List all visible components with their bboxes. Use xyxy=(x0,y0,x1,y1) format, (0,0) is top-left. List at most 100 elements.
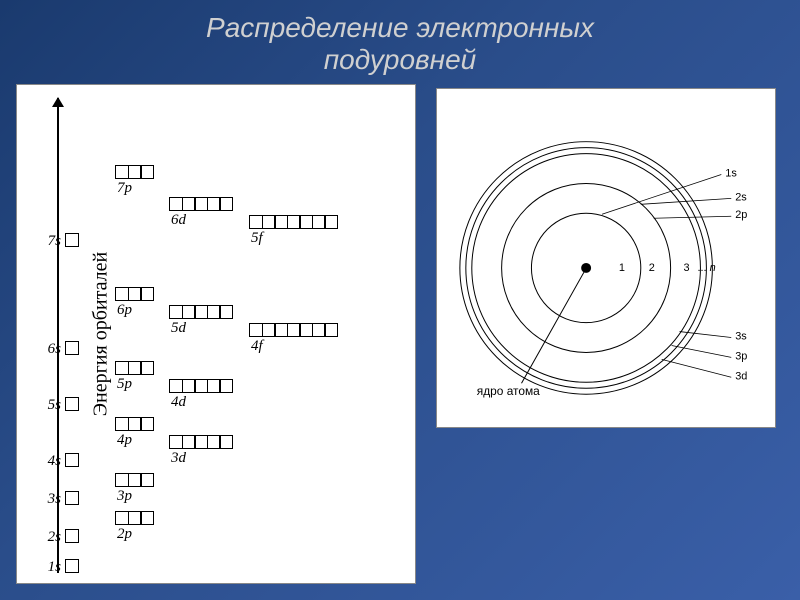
orbital-boxes xyxy=(65,341,79,355)
orbital-boxes xyxy=(169,379,233,393)
orbital-box xyxy=(140,511,154,525)
shell-number: 2 xyxy=(649,262,655,274)
sublevel-label: 4f xyxy=(251,338,263,355)
sublevel-label: 5d xyxy=(171,320,186,337)
title-line-1: Распределение электронных xyxy=(206,12,594,43)
sublevel-3d: 3d xyxy=(169,435,233,467)
sublevel-label: 6p xyxy=(117,302,132,319)
sublevel-label: 5s xyxy=(48,397,61,414)
sublevel-1s: 1s xyxy=(65,559,79,573)
orbital-boxes xyxy=(169,435,233,449)
orbital-boxes xyxy=(65,453,79,467)
sublevel-4p: 4p xyxy=(115,417,154,449)
orbital-boxes xyxy=(169,197,233,211)
orbital-boxes xyxy=(65,397,79,411)
orbital-boxes xyxy=(115,165,154,179)
shell-number: 1 xyxy=(619,262,625,274)
sublevel-label: 7p xyxy=(117,180,132,197)
shell-number: 3 xyxy=(684,262,690,274)
orbital-boxes xyxy=(115,287,154,301)
sublevel-label: 3s xyxy=(48,491,61,508)
sublevel-label: 5p xyxy=(117,376,132,393)
orbital-boxes xyxy=(169,305,233,319)
energy-diagram-panel: Энергия орбиталей 1s 2s 2p 3s 3p 4s 3d 4p 5s 4d 5p… xyxy=(16,84,416,584)
orbital-box xyxy=(140,165,154,179)
orbital-boxes xyxy=(65,491,79,505)
subshell-callout-label: 2p xyxy=(735,210,747,222)
sublevel-label: 6s xyxy=(48,341,61,358)
callout-line xyxy=(680,332,732,338)
orbital-box xyxy=(140,361,154,375)
energy-axis-arrow-icon xyxy=(52,97,64,107)
energy-diagram: Энергия орбиталей 1s 2s 2p 3s 3p 4s 3d 4p 5s 4d 5p… xyxy=(17,85,415,583)
sublevel-label: 1s xyxy=(48,559,61,576)
orbital-box xyxy=(140,287,154,301)
orbital-box xyxy=(140,417,154,431)
subshell-callout-label: 3p xyxy=(735,351,747,363)
title-line-2: подуровней xyxy=(324,44,476,75)
sublevel-6p: 6p xyxy=(115,287,154,319)
sublevel-label: 4s xyxy=(48,453,61,470)
sublevel-label: 3p xyxy=(117,488,132,505)
subshell-callout-label: 2s xyxy=(735,192,747,204)
nucleus-dot-icon xyxy=(581,263,591,273)
nucleus-label: ядро атома xyxy=(477,385,540,399)
orbital-boxes xyxy=(65,529,79,543)
orbital-boxes xyxy=(65,233,79,247)
sublevel-3s: 3s xyxy=(65,491,79,505)
sublevel-4s: 4s xyxy=(65,453,79,467)
sublevel-label: 7s xyxy=(48,233,61,250)
slide-title: Распределение электронных подуровней xyxy=(0,0,800,84)
callout-line xyxy=(654,217,732,219)
orbital-boxes xyxy=(115,417,154,431)
sublevel-2s: 2s xyxy=(65,529,79,543)
callout-line xyxy=(662,360,732,378)
sublevel-6d: 6d xyxy=(169,197,233,229)
orbital-box xyxy=(65,341,79,355)
orbital-box xyxy=(324,215,338,229)
orbital-boxes xyxy=(115,361,154,375)
orbital-box xyxy=(65,529,79,543)
sublevel-5p: 5p xyxy=(115,361,154,393)
orbital-box xyxy=(219,305,233,319)
orbital-box xyxy=(219,435,233,449)
callout-line xyxy=(602,175,721,215)
sublevel-7s: 7s xyxy=(65,233,79,247)
sublevel-label: 3d xyxy=(171,450,186,467)
orbital-box xyxy=(65,233,79,247)
orbital-box xyxy=(65,559,79,573)
sublevel-6s: 6s xyxy=(65,341,79,355)
sublevel-5d: 5d xyxy=(169,305,233,337)
sublevel-4d: 4d xyxy=(169,379,233,411)
orbital-box xyxy=(65,453,79,467)
orbital-box xyxy=(219,379,233,393)
sublevel-2p: 2p xyxy=(115,511,154,543)
orbital-box xyxy=(140,473,154,487)
callout-line xyxy=(641,199,731,205)
sublevel-4f: 4f xyxy=(249,323,338,355)
sublevel-7p: 7p xyxy=(115,165,154,197)
orbital-box xyxy=(324,323,338,337)
sublevel-label: 6d xyxy=(171,212,186,229)
sublevel-label: 2p xyxy=(117,526,132,543)
sublevel-label: 4p xyxy=(117,432,132,449)
shell-n-label: ... n xyxy=(697,262,715,274)
orbital-box xyxy=(65,491,79,505)
y-axis-label: Энергия орбиталей xyxy=(90,252,113,416)
orbital-box xyxy=(219,197,233,211)
subshell-callout-label: 3s xyxy=(735,331,747,343)
sublevel-5s: 5s xyxy=(65,397,79,411)
orbital-boxes xyxy=(115,511,154,525)
sublevel-5f: 5f xyxy=(249,215,338,247)
orbital-boxes xyxy=(249,323,338,337)
subshell-callout-label: 3d xyxy=(735,371,747,383)
sublevel-label: 5f xyxy=(251,230,263,247)
sublevel-label: 2s xyxy=(48,529,61,546)
subshell-callout-label: 1s xyxy=(725,168,737,180)
orbital-boxes xyxy=(65,559,79,573)
nucleus-pointer-line xyxy=(522,272,585,383)
orbital-box xyxy=(65,397,79,411)
sublevel-label: 4d xyxy=(171,394,186,411)
sublevel-3p: 3p xyxy=(115,473,154,505)
atom-shell-diagram: 1 2 3 ... n ядро атома 1s 2s 2p 3s 3p 3d xyxy=(437,89,775,427)
